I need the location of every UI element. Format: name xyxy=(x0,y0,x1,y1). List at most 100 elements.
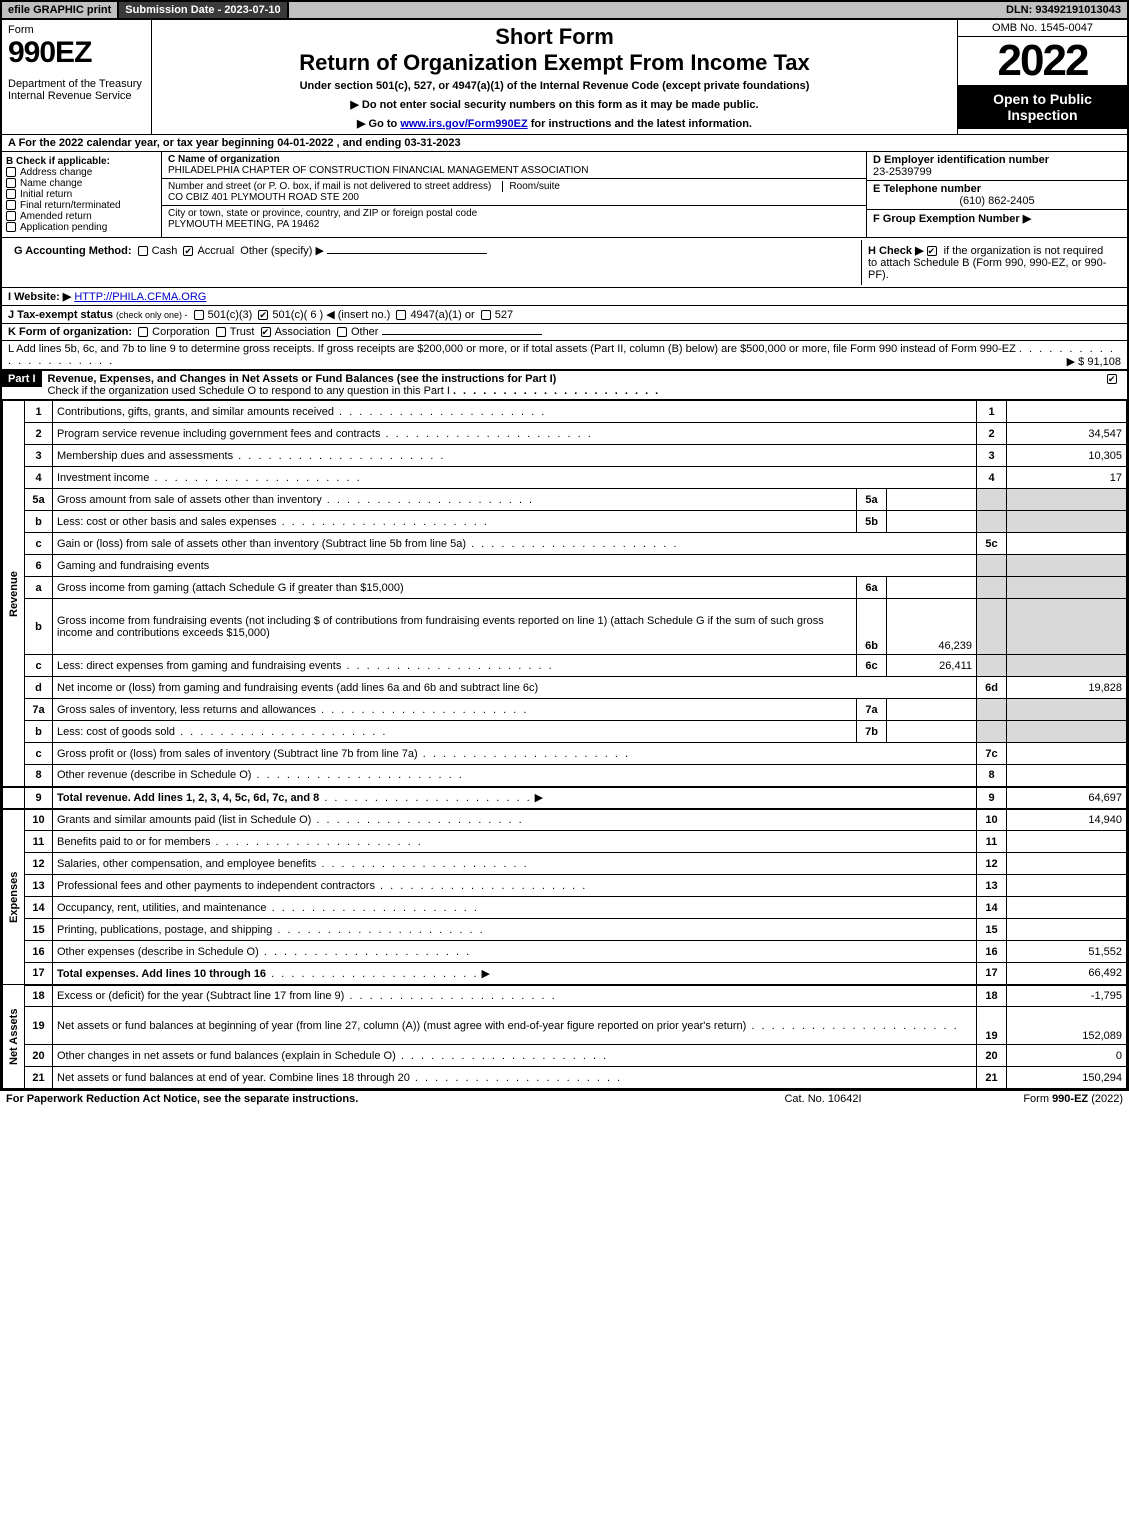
chk-name-change[interactable] xyxy=(6,178,16,188)
chk-cash[interactable] xyxy=(138,246,148,256)
l-amount: ▶ $ 91,108 xyxy=(1067,355,1121,368)
form-number: 990EZ xyxy=(8,36,145,70)
l6d-amt: 19,828 xyxy=(1007,677,1127,699)
chk-application-pending[interactable] xyxy=(6,222,16,232)
dept-line2: Internal Revenue Service xyxy=(8,90,145,102)
l2-amt: 34,547 xyxy=(1007,423,1127,445)
telephone-value: (610) 862-2405 xyxy=(873,195,1121,207)
l6b-amt-shade xyxy=(1007,599,1127,655)
line-16: 16 Other expenses (describe in Schedule … xyxy=(3,941,1127,963)
line-4: 4 Investment income 4 17 xyxy=(3,467,1127,489)
l2-no: 2 xyxy=(25,423,53,445)
j-note: (check only one) - xyxy=(116,310,188,320)
chk-address-change[interactable] xyxy=(6,167,16,177)
l2-desc: Program service revenue including govern… xyxy=(57,428,380,440)
submission-date: Submission Date - 2023-07-10 xyxy=(119,2,288,18)
l5c-desc: Gain or (loss) from sale of assets other… xyxy=(57,538,466,550)
chk-trust[interactable] xyxy=(216,327,226,337)
l14-no: 14 xyxy=(25,897,53,919)
l5b-rn-shade xyxy=(977,511,1007,533)
l6b-sn: 6b xyxy=(857,599,887,655)
chk-4947[interactable] xyxy=(396,310,406,320)
l6-desc: Gaming and fundraising events xyxy=(57,560,209,572)
row-k: K Form of organization: Corporation Trus… xyxy=(0,324,1129,341)
b-item-0: Address change xyxy=(20,167,92,178)
l6a-sv xyxy=(887,577,977,599)
lines-table-wrap: Revenue 1 Contributions, gifts, grants, … xyxy=(0,400,1129,1089)
l21-amt: 150,294 xyxy=(1007,1067,1127,1089)
part1-title: Revenue, Expenses, and Changes in Net As… xyxy=(48,373,557,385)
line-6: 6 Gaming and fundraising events xyxy=(3,555,1127,577)
topbar-spacer xyxy=(289,2,1000,18)
l3-desc: Membership dues and assessments xyxy=(57,450,233,462)
footer-center: Cat. No. 10642I xyxy=(723,1093,923,1105)
l17-amt: 66,492 xyxy=(1007,963,1127,985)
l20-rn: 20 xyxy=(977,1045,1007,1067)
line-7b: b Less: cost of goods sold 7b xyxy=(3,721,1127,743)
g-other: Other (specify) ▶ xyxy=(240,245,324,257)
l7c-no: c xyxy=(25,743,53,765)
chk-corp[interactable] xyxy=(138,327,148,337)
part1-header: Part I Revenue, Expenses, and Changes in… xyxy=(0,371,1129,400)
irs-link[interactable]: www.irs.gov/Form990EZ xyxy=(400,118,527,130)
col-def: D Employer identification number 23-2539… xyxy=(867,152,1127,237)
l6c-amt-shade xyxy=(1007,655,1127,677)
k-opt2: Association xyxy=(275,326,331,338)
j-opt1: 501(c)(3) xyxy=(208,309,253,321)
l7b-rn-shade xyxy=(977,721,1007,743)
line-13: 13 Professional fees and other payments … xyxy=(3,875,1127,897)
l15-desc: Printing, publications, postage, and shi… xyxy=(57,924,272,936)
line-17: 17 Total expenses. Add lines 10 through … xyxy=(3,963,1127,985)
row-i: I Website: ▶ HTTP://PHILA.CFMA.ORG xyxy=(0,288,1129,306)
chk-501c3[interactable] xyxy=(194,310,204,320)
l6a-no: a xyxy=(25,577,53,599)
line-21: 21 Net assets or fund balances at end of… xyxy=(3,1067,1127,1089)
l18-amt: -1,795 xyxy=(1007,985,1127,1007)
chk-accrual[interactable] xyxy=(183,246,193,256)
l20-amt: 0 xyxy=(1007,1045,1127,1067)
chk-schedule-o[interactable] xyxy=(1107,374,1117,384)
l12-amt xyxy=(1007,853,1127,875)
line-10: Expenses 10 Grants and similar amounts p… xyxy=(3,809,1127,831)
row-a-calendar-year: A For the 2022 calendar year, or tax yea… xyxy=(0,134,1129,152)
l16-amt: 51,552 xyxy=(1007,941,1127,963)
b-item-3: Final return/terminated xyxy=(20,200,121,211)
b-item-5: Application pending xyxy=(20,222,107,233)
chk-other-org[interactable] xyxy=(337,327,347,337)
chk-501c[interactable] xyxy=(258,310,268,320)
chk-amended-return[interactable] xyxy=(6,211,16,221)
chk-final-return[interactable] xyxy=(6,200,16,210)
org-name: PHILADELPHIA CHAPTER OF CONSTRUCTION FIN… xyxy=(168,165,588,176)
website-link[interactable]: HTTP://PHILA.CFMA.ORG xyxy=(74,291,206,303)
line-19: 19 Net assets or fund balances at beginn… xyxy=(3,1007,1127,1045)
l5c-no: c xyxy=(25,533,53,555)
l13-no: 13 xyxy=(25,875,53,897)
l18-no: 18 xyxy=(25,985,53,1007)
chk-schedule-b[interactable] xyxy=(927,246,937,256)
l10-no: 10 xyxy=(25,809,53,831)
k-label: K Form of organization: xyxy=(8,326,132,338)
efile-print-button[interactable]: efile GRAPHIC print xyxy=(2,2,119,18)
line-6b: b Gross income from fundraising events (… xyxy=(3,599,1127,655)
l9-rn: 9 xyxy=(977,787,1007,809)
addr-label: Number and street (or P. O. box, if mail… xyxy=(168,181,491,192)
l9-amt: 64,697 xyxy=(1007,787,1127,809)
l6a-sn: 6a xyxy=(857,577,887,599)
h-label: H Check ▶ xyxy=(868,245,924,257)
row-l: L Add lines 5b, 6c, and 7b to line 9 to … xyxy=(0,341,1129,371)
chk-initial-return[interactable] xyxy=(6,189,16,199)
open-inspection: Open to Public Inspection xyxy=(958,85,1127,129)
k-opt3: Other xyxy=(351,326,379,338)
l11-desc: Benefits paid to or for members xyxy=(57,836,210,848)
line-20: 20 Other changes in net assets or fund b… xyxy=(3,1045,1127,1067)
chk-527[interactable] xyxy=(481,310,491,320)
l4-rn: 4 xyxy=(977,467,1007,489)
l3-amt: 10,305 xyxy=(1007,445,1127,467)
chk-association[interactable] xyxy=(261,327,271,337)
line-2: 2 Program service revenue including gove… xyxy=(3,423,1127,445)
l7a-rn-shade xyxy=(977,699,1007,721)
l13-desc: Professional fees and other payments to … xyxy=(57,880,375,892)
l17-rn: 17 xyxy=(977,963,1007,985)
c-label: C Name of organization xyxy=(168,154,280,165)
l1-no: 1 xyxy=(25,401,53,423)
